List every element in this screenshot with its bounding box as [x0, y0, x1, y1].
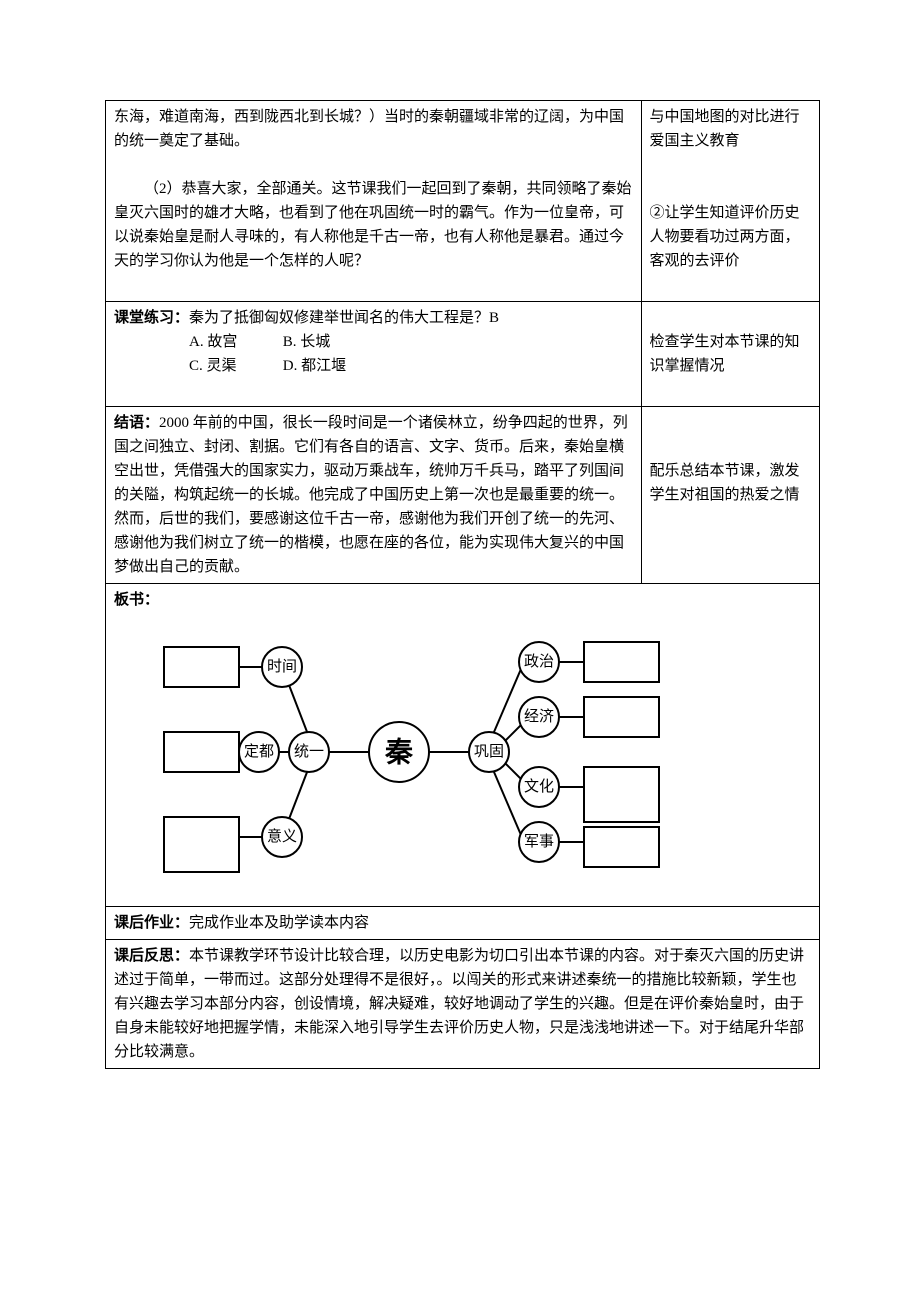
option-c: C. 灵渠 [189, 354, 279, 378]
node-left-hub: 统一 [294, 743, 324, 760]
node-left-2: 意义 [267, 827, 297, 845]
cell-content: 东海，难道南海，西到陇西北到长城？）当时的秦朝疆域非常的辽阔，为中国的统一奠定了… [106, 101, 642, 302]
conclusion-body: 2000 年前的中国，很长一段时间是一个诸侯林立，纷争四起的世界，列国之间独立、… [114, 415, 628, 503]
board-label: 板书： [114, 591, 159, 608]
homework-text: 完成作业本及助学读本内容 [189, 915, 369, 931]
paragraph: 东海，难道南海，西到陇西北到长城？）当时的秦朝疆域非常的辽阔，为中国的统一奠定了… [114, 105, 633, 153]
option-a: A. 故宫 [189, 330, 279, 354]
option-d: D. 都江堰 [283, 354, 373, 378]
node-right-3: 军事 [524, 833, 554, 850]
node-left-1: 定都 [244, 743, 274, 760]
note-text: 与中国地图的对比进行爱国主义教育 [650, 105, 812, 153]
conclusion-label: 结语： [114, 414, 159, 431]
cell-board: 板书： [106, 584, 820, 907]
exercise-label: 课堂练习： [114, 309, 189, 326]
spacer [650, 411, 812, 435]
spacer [650, 306, 812, 330]
exercise-line: 课堂练习：秦为了抵御匈奴修建举世闻名的伟大工程是？B [114, 306, 633, 330]
cell-note: 配乐总结本节课，激发学生对祖国的热爱之情 [641, 407, 820, 584]
table-row: 板书： [106, 584, 820, 907]
exercise-options-row: C. 灵渠 D. 都江堰 [114, 354, 633, 378]
mindmap-diagram: 秦 统一 巩固 时间 定都 意义 政治 经济 文化 [114, 612, 811, 902]
cell-conclusion: 结语：2000 年前的中国，很长一段时间是一个诸侯林立，纷争四起的世界，列国之间… [106, 407, 642, 584]
table-row: 结语：2000 年前的中国，很长一段时间是一个诸侯林立，纷争四起的世界，列国之间… [106, 407, 820, 584]
lesson-table: 东海，难道南海，西到陇西北到长城？）当时的秦朝疆域非常的辽阔，为中国的统一奠定了… [105, 100, 820, 1069]
cell-reflect: 课后反思：本节课教学环节设计比较合理，以历史电影为切口引出本节课的内容。对于秦灭… [106, 940, 820, 1069]
node-center: 秦 [384, 737, 414, 768]
spacer [650, 177, 812, 201]
reflect-label: 课后反思： [114, 947, 189, 964]
node-right-hub: 巩固 [474, 743, 504, 760]
exercise-question: 秦为了抵御匈奴修建举世闻名的伟大工程是？B [189, 310, 499, 326]
conclusion-text: 结语：2000 年前的中国，很长一段时间是一个诸侯林立，纷争四起的世界，列国之间… [114, 411, 633, 507]
note-text: ②让学生知道评价历史人物要看功过两方面，客观的去评价 [650, 201, 812, 273]
note-text: 检查学生对本节课的知识掌握情况 [650, 330, 812, 378]
homework-label: 课后作业： [114, 914, 189, 931]
exercise-options-row: A. 故宫 B. 长城 [114, 330, 633, 354]
cell-homework: 课后作业：完成作业本及助学读本内容 [106, 907, 820, 940]
node-right-2: 文化 [524, 778, 554, 795]
cell-note: 与中国地图的对比进行爱国主义教育 ②让学生知道评价历史人物要看功过两方面，客观的… [641, 101, 820, 302]
spacer [114, 273, 633, 297]
option-b: B. 长城 [283, 330, 373, 354]
spacer [650, 153, 812, 177]
spacer [114, 153, 633, 177]
table-row: 课后反思：本节课教学环节设计比较合理，以历史电影为切口引出本节课的内容。对于秦灭… [106, 940, 820, 1069]
cell-exercise: 课堂练习：秦为了抵御匈奴修建举世闻名的伟大工程是？B A. 故宫 B. 长城 C… [106, 302, 642, 407]
spacer [114, 378, 633, 402]
conclusion-body2: 然而，后世的我们，要感谢这位千古一帝，感谢他为我们开创了统一的先河、感谢他为我们… [114, 507, 633, 579]
node-left-0: 时间 [267, 658, 297, 675]
board-label-line: 板书： [114, 588, 811, 612]
document-page: 东海，难道南海，西到陇西北到长城？）当时的秦朝疆域非常的辽阔，为中国的统一奠定了… [0, 0, 920, 1169]
paragraph: （2）恭喜大家，全部通关。这节课我们一起回到了秦朝，共同领略了秦始皇灭六国时的雄… [114, 177, 633, 273]
table-row: 课堂练习：秦为了抵御匈奴修建举世闻名的伟大工程是？B A. 故宫 B. 长城 C… [106, 302, 820, 407]
cell-note: 检查学生对本节课的知识掌握情况 [641, 302, 820, 407]
table-row: 课后作业：完成作业本及助学读本内容 [106, 907, 820, 940]
table-row: 东海，难道南海，西到陇西北到长城？）当时的秦朝疆域非常的辽阔，为中国的统一奠定了… [106, 101, 820, 302]
spacer [650, 435, 812, 459]
node-right-0: 政治 [524, 653, 554, 670]
reflect-text: 本节课教学环节设计比较合理，以历史电影为切口引出本节课的内容。对于秦灭六国的历史… [114, 948, 804, 1060]
note-text: 配乐总结本节课，激发学生对祖国的热爱之情 [650, 459, 812, 507]
node-right-1: 经济 [524, 708, 554, 725]
mindmap-svg: 秦 统一 巩固 时间 定都 意义 政治 经济 文化 [134, 622, 674, 882]
